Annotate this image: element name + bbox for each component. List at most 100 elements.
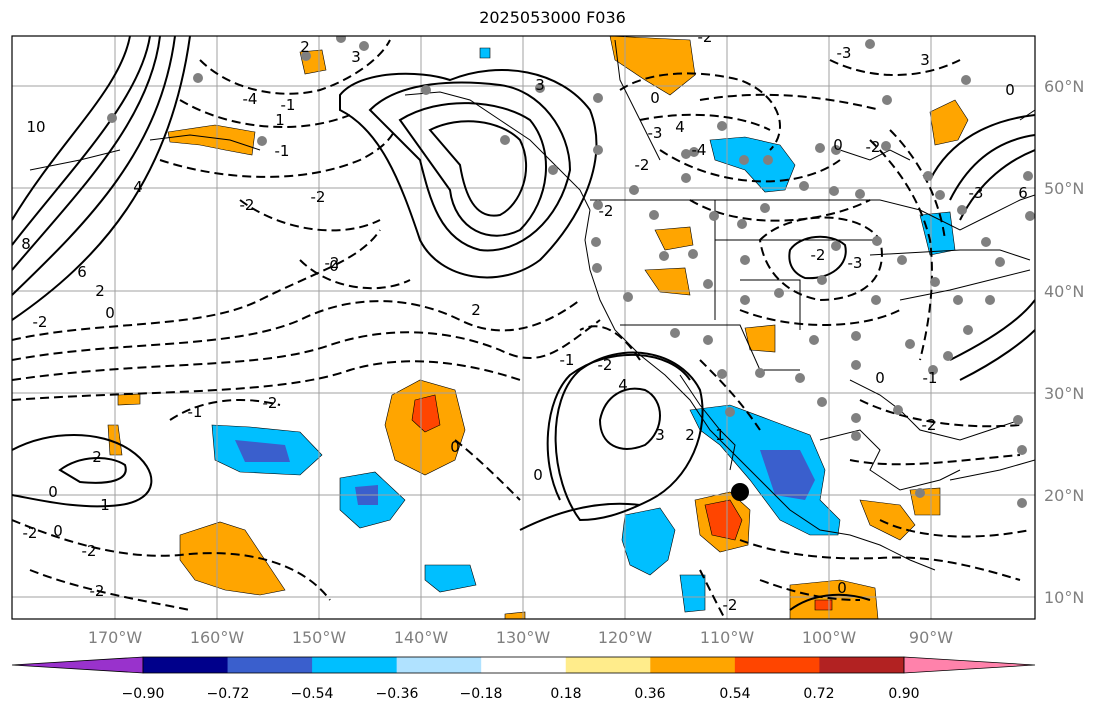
contour-label: 3 — [920, 51, 930, 69]
lon-label: 110°W — [700, 628, 755, 647]
colorbar-ticks: −0.90 −0.72 −0.54 −0.36 −0.18 0.18 0.36 … — [122, 686, 920, 702]
contour-label: 0 — [450, 438, 460, 456]
contour-label: -2 — [23, 524, 38, 542]
anomaly-shading — [107, 36, 969, 619]
contour-label: -2 — [240, 196, 255, 214]
contour-label: -1 — [188, 403, 203, 421]
lon-label: 150°W — [292, 628, 347, 647]
contour-label: 6 — [77, 263, 87, 281]
colorbar-tick: −0.72 — [207, 686, 250, 702]
contour-label: 2 — [92, 448, 102, 466]
contour-label: -2 — [723, 596, 738, 614]
contour-label: 0 — [833, 136, 843, 154]
lon-label: 120°W — [598, 628, 653, 647]
lat-lon-grid — [12, 36, 1035, 619]
contours-dashed — [12, 39, 1031, 619]
colorbar — [11, 656, 1036, 674]
contour-label: 0 — [1005, 81, 1015, 99]
lat-label: 40°N — [1044, 282, 1084, 301]
contour-label: -1 — [275, 142, 290, 160]
contour-label: -3 — [969, 184, 984, 202]
contour-label: -4 — [692, 141, 707, 159]
contour-label: -3 — [648, 124, 663, 142]
colorbar-bin — [650, 657, 736, 673]
contour-label: 2 — [685, 426, 695, 444]
contour-label: 3 — [655, 426, 665, 444]
colorbar-tick: −0.54 — [291, 686, 334, 702]
contour-label: 6 — [1018, 184, 1028, 202]
storm-center-marker — [731, 483, 749, 501]
contour-label: -1 — [560, 351, 575, 369]
lat-label: 60°N — [1044, 77, 1084, 96]
colorbar-extend-low — [11, 656, 144, 674]
lon-label: 100°W — [802, 628, 857, 647]
colorbar-bin — [734, 657, 820, 673]
contour-label: 0 — [650, 89, 660, 107]
contour-label: 2 — [95, 282, 105, 300]
contour-label: 8 — [21, 235, 31, 253]
contour-label: -2 — [90, 582, 105, 600]
colorbar-tick: 0.90 — [888, 686, 919, 702]
lon-label: 160°W — [190, 628, 245, 647]
contour-label: 0 — [875, 369, 885, 387]
contour-label: -1 — [281, 96, 296, 114]
colorbar-bin — [396, 657, 482, 673]
lon-label: 170°W — [88, 628, 143, 647]
contour-label: -2 — [599, 202, 614, 220]
contour-label: 1 — [275, 111, 285, 129]
contour-label: 3 — [351, 48, 361, 66]
contour-label: 4 — [618, 376, 628, 394]
contour-label: -2 — [811, 246, 826, 264]
colorbar-tick: 0.36 — [634, 686, 665, 702]
lon-label: 130°W — [496, 628, 551, 647]
coastlines — [29, 39, 1035, 571]
contour-label: 10 — [26, 118, 45, 136]
contour-label: 0 — [48, 483, 58, 501]
map-title: 2025053000 F036 — [479, 8, 626, 27]
contour-label: -2 — [325, 254, 340, 272]
contours-solid — [12, 36, 1035, 611]
contour-label: -2 — [263, 394, 278, 412]
contour-label: -3 — [837, 44, 852, 62]
contour-label: -3 — [848, 254, 863, 272]
lat-label: 10°N — [1044, 588, 1084, 607]
lon-label: 90°W — [909, 628, 953, 647]
colorbar-bin — [565, 657, 651, 673]
colorbar-bin — [143, 657, 229, 673]
contour-label: 0 — [329, 257, 339, 275]
contour-label: 3 — [535, 76, 545, 94]
contour-label: -2 — [82, 542, 97, 560]
contour-label: -2 — [33, 313, 48, 331]
colorbar-tick: −0.18 — [460, 686, 503, 702]
contour-label: 1 — [100, 496, 110, 514]
contour-label: -2 — [866, 138, 881, 156]
colorbar-extend-high — [903, 656, 1036, 674]
contour-label: 2 — [471, 301, 481, 319]
contour-label: -2 — [598, 356, 613, 374]
contour-label: 0 — [53, 522, 63, 540]
lat-label: 50°N — [1044, 179, 1084, 198]
colorbar-bin — [819, 657, 905, 673]
colorbar-tick: 0.72 — [803, 686, 834, 702]
contour-labels: 8106420-2-423-1-11-2-2-134-3-4-220-2-3-2… — [21, 36, 1028, 614]
colorbar-bin — [481, 657, 567, 673]
contour-label: -4 — [243, 90, 258, 108]
contour-label: -2 — [311, 188, 326, 206]
colorbar-tick: −0.36 — [376, 686, 419, 702]
longitude-labels: 170°W 160°W 150°W 140°W 130°W 120°W 110°… — [88, 628, 953, 647]
contour-label: 0 — [105, 304, 115, 322]
lat-label: 30°N — [1044, 384, 1084, 403]
lat-label: 20°N — [1044, 486, 1084, 505]
contour-label: 2 — [300, 38, 310, 56]
latitude-labels: 60°N 50°N 40°N 30°N 20°N 10°N — [1044, 77, 1084, 607]
colorbar-tick: −0.90 — [122, 686, 165, 702]
contour-label: 4 — [133, 178, 143, 196]
colorbar-tick: 0.54 — [719, 686, 750, 702]
station-dots — [107, 36, 1035, 508]
contour-label: -2 — [635, 156, 650, 174]
contour-label: 0 — [837, 579, 847, 597]
colorbar-bin — [312, 657, 398, 673]
contour-label: 1 — [715, 426, 725, 444]
contour-label: 0 — [533, 466, 543, 484]
